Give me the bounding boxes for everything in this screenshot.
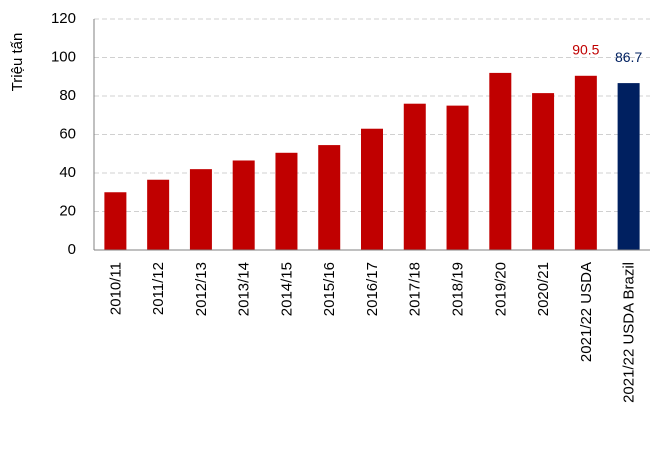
bar [318,145,341,250]
bar [189,169,212,250]
x-tick-label: 2015/16 [321,262,338,316]
bar [275,152,298,250]
x-tick-label: 2021/22 USDA Brazil [621,262,638,403]
x-tick-label: 2011/12 [150,262,167,315]
bar [361,128,383,250]
bar [232,160,255,250]
x-tick-label: 2019/20 [492,262,509,316]
y-tick-label: 80 [59,87,76,104]
x-tick-label: 2020/21 [535,262,552,316]
bar [489,72,512,251]
bar [532,93,555,250]
bar [147,179,170,250]
bar [446,105,469,250]
y-tick-label: 60 [59,125,76,142]
x-tick-label: 2017/18 [407,262,424,316]
x-tick-label: 2012/13 [193,262,210,316]
y-tick-label: 20 [59,202,76,219]
bar [104,192,127,250]
x-tick-label: 2016/17 [364,262,381,316]
x-tick-label: 2014/15 [278,262,295,316]
y-tick-label: 120 [51,10,76,27]
bar [617,83,640,250]
y-axis-title: Triệu tấn [9,33,26,92]
y-tick-label: 0 [68,241,76,258]
y-tick-label: 40 [59,164,76,181]
data-label: 86.7 [615,49,642,65]
y-tick-label: 100 [51,48,76,65]
x-tick-label: 2010/11 [107,262,124,315]
x-tick-label: 2013/14 [236,262,253,316]
x-tick-label: 2018/19 [450,262,467,316]
bar [574,75,597,250]
bar [403,103,426,250]
data-label: 90.5 [572,41,599,57]
x-tick-label: 2021/22 USDA [578,262,595,362]
